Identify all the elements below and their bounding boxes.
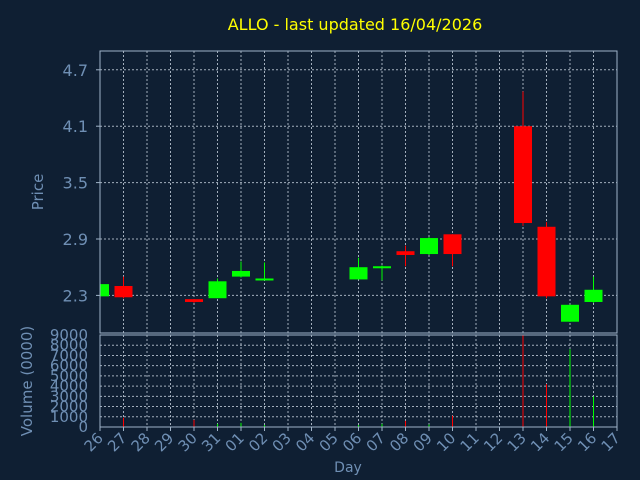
x-axis-ticks: 2627282930310102030405060708091011121314… bbox=[81, 427, 624, 455]
candle-body bbox=[255, 278, 274, 281]
volume-axis-label: Volume (0000) bbox=[18, 326, 36, 436]
price-tick-label: 4.1 bbox=[63, 117, 88, 136]
price-axis-label: Price bbox=[29, 174, 47, 211]
volume-tick-label: 7000 bbox=[50, 346, 88, 364]
volume-grid bbox=[99, 334, 618, 428]
x-axis-label: Day bbox=[334, 460, 362, 476]
volume-tick-label: 8000 bbox=[50, 336, 88, 354]
volume-bars bbox=[99, 335, 594, 427]
candle-body bbox=[537, 226, 556, 297]
price-tick-label: 4.7 bbox=[63, 61, 88, 80]
x-tick-label: 12 bbox=[480, 429, 506, 455]
price-tick-label: 2.9 bbox=[63, 230, 88, 249]
x-tick-label: 06 bbox=[339, 429, 365, 455]
chart-title: ALLO - last updated 16/04/2026 bbox=[228, 15, 483, 34]
x-tick-label: 05 bbox=[316, 429, 342, 455]
x-tick-label: 13 bbox=[504, 429, 530, 455]
price-candles bbox=[99, 91, 603, 322]
x-tick-label: 03 bbox=[269, 429, 295, 455]
x-tick-label: 10 bbox=[433, 429, 459, 455]
x-tick-label: 31 bbox=[198, 429, 224, 455]
x-tick-label: 17 bbox=[598, 429, 624, 455]
x-tick-label: 04 bbox=[292, 429, 318, 455]
candle-body bbox=[114, 286, 133, 298]
x-tick-label: 01 bbox=[222, 429, 248, 455]
volume-tick-label: 5000 bbox=[50, 367, 88, 385]
candle-body bbox=[443, 234, 462, 255]
x-tick-label: 27 bbox=[104, 429, 130, 455]
candle-body bbox=[185, 299, 203, 302]
volume-tick-label: 3000 bbox=[50, 387, 88, 405]
x-tick-label: 29 bbox=[151, 429, 177, 455]
candle-body bbox=[561, 304, 579, 322]
volume-tick-label: 2000 bbox=[50, 398, 88, 416]
x-tick-label: 07 bbox=[363, 429, 389, 455]
x-tick-label: 30 bbox=[175, 429, 201, 455]
volume-tick-label: 0 bbox=[78, 418, 88, 436]
candle-body bbox=[208, 281, 227, 299]
volume-tick-label: 9000 bbox=[50, 326, 88, 344]
x-tick-label: 02 bbox=[245, 429, 271, 455]
price-frame-border bbox=[99, 50, 618, 334]
volume-tick-label: 1000 bbox=[50, 408, 88, 426]
x-tick-label: 08 bbox=[386, 429, 412, 455]
price-y-ticks: 2.3 2.9 3.5 4.1 4.7 bbox=[63, 61, 100, 305]
x-tick-label: 16 bbox=[574, 429, 600, 455]
candle-body bbox=[396, 251, 415, 255]
candle-body bbox=[100, 284, 109, 297]
candle-body bbox=[420, 238, 438, 255]
candle-body bbox=[232, 270, 250, 277]
price-panel: 2.3 2.9 3.5 4.1 4.7 Price bbox=[29, 50, 618, 334]
x-tick-label: 28 bbox=[128, 429, 154, 455]
x-tick-label: 14 bbox=[527, 429, 553, 455]
price-tick-label: 3.5 bbox=[63, 174, 88, 193]
candle-body bbox=[514, 126, 532, 224]
x-tick-label: 15 bbox=[551, 429, 577, 455]
candle-body bbox=[584, 289, 603, 302]
candle-body bbox=[349, 267, 368, 280]
price-tick-label: 2.3 bbox=[63, 286, 88, 305]
candle-body bbox=[373, 266, 391, 269]
x-tick-label: 09 bbox=[410, 429, 436, 455]
x-tick-label: 11 bbox=[457, 429, 483, 455]
volume-tick-label: 6000 bbox=[50, 357, 88, 375]
volume-tick-label: 4000 bbox=[50, 377, 88, 395]
